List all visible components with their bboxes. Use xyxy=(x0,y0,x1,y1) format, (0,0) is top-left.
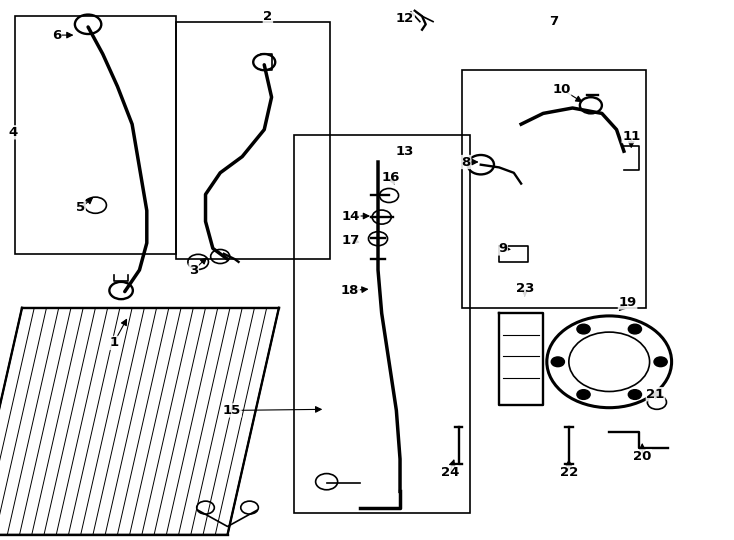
Text: 10: 10 xyxy=(552,83,571,96)
Text: 15: 15 xyxy=(223,404,241,417)
Text: 18: 18 xyxy=(341,284,360,297)
Text: 3: 3 xyxy=(189,264,198,276)
Text: 20: 20 xyxy=(633,450,652,463)
Text: 9: 9 xyxy=(498,242,507,255)
Text: 23: 23 xyxy=(515,282,534,295)
Text: 21: 21 xyxy=(647,388,664,401)
Text: 24: 24 xyxy=(440,466,459,479)
Bar xyxy=(294,135,470,513)
Text: 4: 4 xyxy=(9,126,18,139)
Circle shape xyxy=(628,324,642,334)
Text: 2: 2 xyxy=(264,10,272,23)
Text: 8: 8 xyxy=(462,156,470,168)
Circle shape xyxy=(551,357,564,367)
Text: 5: 5 xyxy=(76,201,85,214)
Text: 7: 7 xyxy=(550,15,559,28)
Polygon shape xyxy=(0,308,279,535)
Circle shape xyxy=(577,390,590,400)
Text: 16: 16 xyxy=(381,171,400,184)
Text: 13: 13 xyxy=(396,145,415,158)
Circle shape xyxy=(654,357,667,367)
Text: 12: 12 xyxy=(396,12,414,25)
Bar xyxy=(15,16,176,254)
Circle shape xyxy=(577,324,590,334)
Text: 22: 22 xyxy=(560,466,578,479)
Text: 6: 6 xyxy=(52,29,61,42)
Text: 14: 14 xyxy=(341,210,360,222)
Bar xyxy=(176,22,330,259)
Text: 17: 17 xyxy=(342,234,360,247)
Text: 1: 1 xyxy=(109,336,118,349)
Text: 11: 11 xyxy=(622,130,640,143)
Bar xyxy=(462,70,646,308)
Text: 19: 19 xyxy=(619,296,636,309)
Circle shape xyxy=(628,390,642,400)
